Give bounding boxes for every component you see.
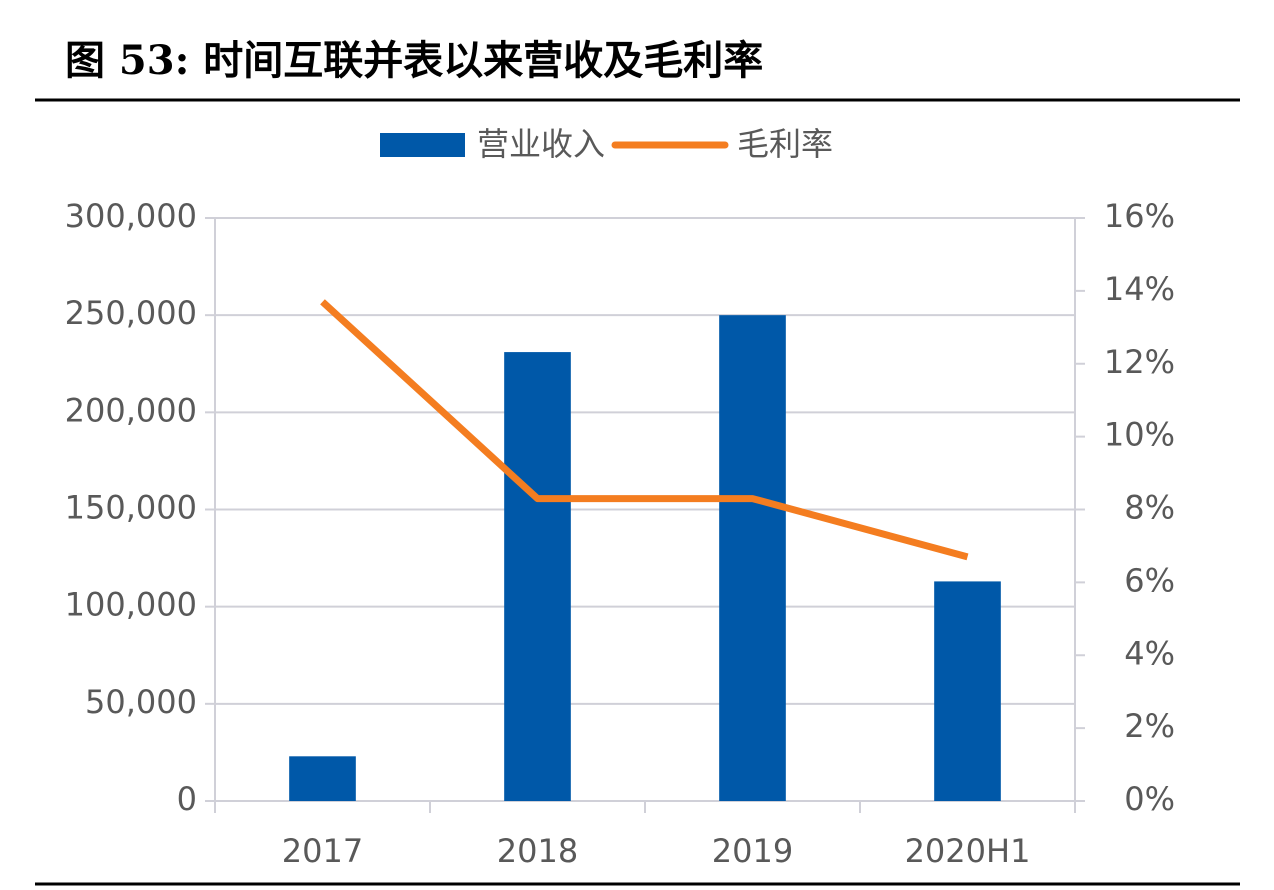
x-tick-label: 2018 (497, 832, 578, 870)
x-tick-label: 2019 (712, 832, 793, 870)
y2-tick-label: 0% (1124, 780, 1175, 818)
y2-tick-label: 14% (1104, 270, 1175, 308)
y-tick-label: 0 (177, 780, 197, 818)
y-tick-label: 150,000 (65, 489, 197, 527)
bar (504, 352, 571, 801)
y2-tick-label: 2% (1124, 707, 1175, 745)
legend-swatch (380, 133, 465, 157)
y2-tick-label: 10% (1104, 416, 1175, 454)
y2-tick-label: 8% (1124, 489, 1175, 527)
y-tick-label: 200,000 (65, 391, 197, 429)
legend-label: 毛利率 (737, 125, 833, 163)
chart-title: 图 53: 时间互联并表以来营收及毛利率 (65, 37, 763, 84)
y-tick-label: 250,000 (65, 294, 197, 332)
line (320, 299, 969, 561)
y-tick-label: 300,000 (65, 197, 197, 235)
y2-tick-label: 12% (1104, 343, 1175, 381)
x-tick-label: 2017 (282, 832, 363, 870)
y2-tick-label: 16% (1104, 197, 1175, 235)
y-tick-label: 100,000 (65, 586, 197, 624)
legend-label: 营业收入 (477, 125, 605, 163)
y2-tick-label: 4% (1124, 634, 1175, 672)
y2-tick-label: 6% (1124, 561, 1175, 599)
bar (934, 581, 1001, 801)
x-tick-label: 2020H1 (905, 832, 1031, 870)
y-tick-label: 50,000 (85, 683, 197, 721)
bar (289, 756, 356, 801)
bar (719, 315, 786, 801)
